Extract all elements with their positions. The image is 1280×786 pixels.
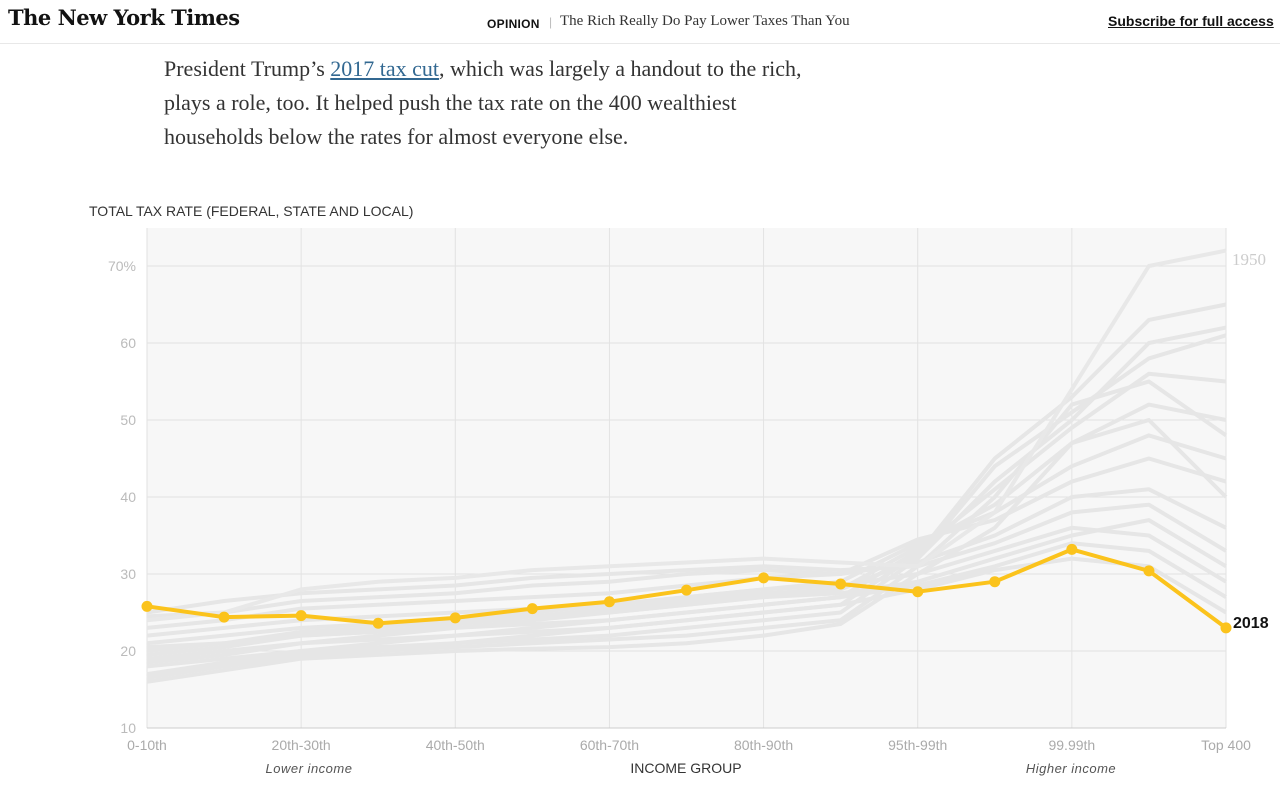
data-point-2018: [295, 610, 307, 622]
paragraph-text-start: President Trump’s: [164, 56, 331, 81]
x-tick-label: 95th-99th: [888, 737, 947, 753]
paragraph-text-end: , which was largely a handout to the ric…: [164, 56, 802, 149]
nyt-logo[interactable]: The New York Times: [8, 5, 240, 30]
x-tick-labels: 0-10th 20th-30th 40th-50th 60th-70th 80th-90…: [127, 737, 1251, 753]
historical-lines: [146, 248, 1228, 684]
header-divider: |: [549, 15, 553, 29]
y-tick-label: 60: [120, 335, 136, 351]
data-point-2018: [681, 584, 692, 596]
y-tick-label: 50: [120, 412, 136, 428]
data-point-2018: [1066, 543, 1078, 555]
article-headline: The Rich Really Do Pay Lower Taxes Than …: [560, 13, 850, 29]
data-point-2018: [141, 600, 153, 612]
site-header: The New York Times OPINION | The Rich Re…: [0, 0, 1280, 44]
series-label-1950: 1950: [1232, 250, 1266, 269]
x-tick-label: 99.99th: [1048, 737, 1095, 753]
x-tick-label: Top 400: [1201, 737, 1251, 753]
highlight-series: [141, 543, 1232, 634]
y-tick-labels: 70% 60 50 40 30 20 10: [108, 258, 136, 736]
x-tick-label: 0-10th: [127, 737, 167, 753]
higher-income-note: Higher income: [1026, 761, 1116, 776]
historical-year-line: [146, 541, 1228, 677]
historical-year-line: [146, 556, 1228, 680]
data-point-2018: [526, 603, 538, 615]
x-tick-label: 60th-70th: [580, 737, 639, 753]
historical-year-line: [146, 487, 1227, 619]
section-label[interactable]: OPINION: [487, 17, 540, 31]
x-tick-label: 80th-90th: [734, 737, 793, 753]
data-point-2018: [758, 572, 770, 584]
series-label-2018: 2018: [1233, 615, 1269, 632]
data-point-2018: [835, 578, 847, 590]
lower-income-note: Lower income: [266, 761, 353, 776]
y-tick-label: 40: [120, 489, 136, 505]
historical-year-line: [146, 502, 1228, 615]
x-axis-title: INCOME GROUP: [630, 760, 741, 776]
article-paragraph: President Trump’s 2017 tax cut, which wa…: [164, 52, 824, 154]
y-tick-label: 10: [120, 720, 136, 736]
historical-year-line: [146, 518, 1228, 665]
data-point-2018: [1143, 565, 1155, 577]
historical-year-line: [146, 418, 1228, 684]
y-tick-label: 70%: [108, 258, 136, 274]
data-point-2018: [218, 611, 230, 623]
data-point-2018: [912, 586, 924, 598]
data-point-2018: [1220, 622, 1232, 634]
x-tick-label: 20th-30th: [272, 737, 331, 753]
subscribe-link[interactable]: Subscribe for full access: [1108, 13, 1274, 29]
series-line-1950: [146, 248, 1227, 623]
y-tick-label: 20: [120, 643, 136, 659]
data-point-2018: [372, 617, 384, 629]
y-axis-title: TOTAL TAX RATE (FEDERAL, STATE AND LOCAL…: [89, 203, 413, 219]
x-tick-label: 40th-50th: [426, 737, 485, 753]
data-point-2018: [989, 576, 1001, 588]
data-point-2018: [449, 612, 461, 624]
tax-cut-link[interactable]: 2017 tax cut: [330, 56, 440, 81]
y-tick-label: 30: [120, 566, 136, 582]
historical-year-line: [146, 525, 1228, 650]
data-point-2018: [603, 596, 615, 608]
